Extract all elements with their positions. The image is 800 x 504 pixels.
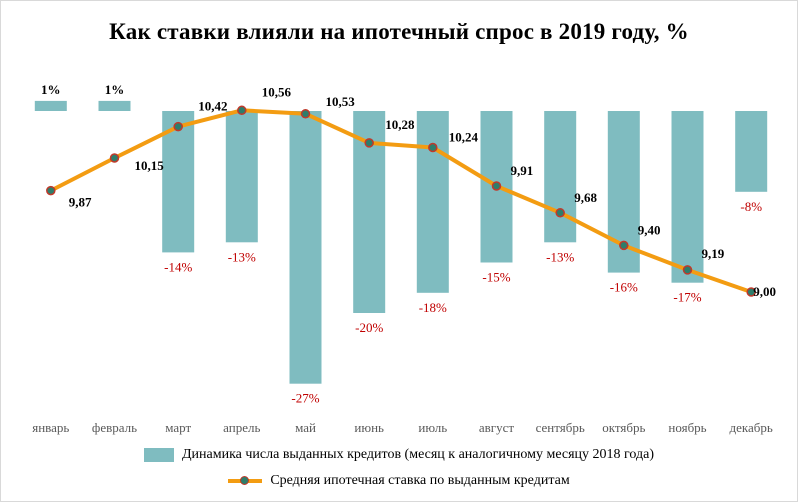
x-tick-label-5: июнь: [354, 420, 384, 435]
rate-marker-3: [237, 105, 247, 116]
bar-1: [98, 100, 131, 111]
rate-label-2: 10,42: [198, 99, 227, 114]
x-tick-label-2: март: [165, 420, 191, 435]
bar-label-7: -15%: [482, 270, 510, 285]
rate-marker-8: [555, 208, 565, 218]
rate-marker-4: [300, 109, 311, 119]
rate-label-10: 9,19: [702, 246, 725, 261]
chart-title: Как ставки влияли на ипотечный спрос в 2…: [109, 19, 689, 44]
bar-label-9: -16%: [610, 280, 638, 295]
x-tick-label-10: ноябрь: [668, 420, 706, 435]
rate-marker-6: [428, 142, 438, 153]
bar-label-5: -20%: [355, 320, 383, 335]
rate-label-4: 10,53: [326, 94, 356, 109]
bar-label-4: -27%: [291, 391, 319, 406]
rate-label-8: 9,68: [574, 190, 597, 205]
rate-label-5: 10,28: [385, 117, 415, 132]
legend-label-bars: Динамика числа выданных кредитов (месяц …: [181, 447, 655, 462]
x-tick-label-1: февраль: [92, 420, 137, 435]
legend-bar-swatch: [143, 448, 174, 462]
legend-item-bars: Динамика числа выданных кредитов (месяц …: [143, 447, 655, 463]
x-tick-label-6: июль: [418, 420, 447, 435]
x-tick-label-0: январь: [32, 420, 69, 435]
x-tick-label-8: сентябрь: [536, 420, 585, 435]
bar-10: [671, 111, 704, 283]
x-tick-label-11: декабрь: [730, 420, 773, 435]
bar-2: [162, 111, 195, 253]
bar-label-2: -14%: [164, 259, 192, 274]
bar-3: [225, 111, 258, 243]
rate-marker-9: [619, 240, 629, 251]
x-tick-label-7: август: [479, 420, 515, 435]
bar-label-8: -13%: [546, 249, 574, 264]
bar-4: [289, 111, 322, 384]
bar-11: [735, 111, 768, 192]
legend-item-line: Средняя ипотечная ставка по выданным кре…: [228, 473, 570, 489]
rate-line: [48, 108, 754, 294]
bar-label-1: 1%: [105, 82, 125, 97]
rate-label-7: 9,91: [511, 163, 534, 178]
rate-label-1: 10,15: [135, 158, 165, 173]
rate-marker-7: [491, 181, 502, 191]
bar-label-3: -13%: [228, 249, 256, 264]
legend-line-row: Средняя ипотечная ставка по выданным кре…: [1, 473, 797, 489]
legend-label-line: Средняя ипотечная ставка по выданным кре…: [270, 473, 570, 488]
bar-label-10: -17%: [673, 290, 701, 305]
rate-marker-10: [682, 265, 693, 275]
rate-marker-0: [46, 185, 56, 196]
bar-label-6: -18%: [419, 300, 447, 315]
bar-label-11: -8%: [740, 199, 762, 214]
x-tick-label-3: апрель: [223, 420, 260, 435]
rate-marker-11: [746, 287, 756, 297]
legend-line-swatch: [228, 474, 263, 488]
rate-label-9: 9,40: [638, 222, 661, 237]
rate-label-3: 10,56: [262, 84, 292, 99]
rate-marker-1: [109, 153, 120, 163]
bar-8: [544, 111, 577, 243]
bar-label-0: 1%: [41, 82, 61, 97]
bar-0: [34, 100, 67, 111]
x-tick-label-4: май: [295, 420, 316, 435]
rate-label-0: 9,87: [69, 195, 92, 210]
x-tick-label-9: октябрь: [602, 420, 645, 435]
rate-marker-5: [364, 138, 374, 148]
rate-marker-2: [173, 121, 183, 132]
legend-line-marker: [240, 476, 250, 485]
rate-label-6: 10,24: [449, 130, 479, 145]
bar-6: [416, 111, 449, 293]
rate-label-11: 9,00: [753, 284, 776, 299]
legend: Динамика числа выданных кредитов (месяц …: [1, 447, 797, 463]
